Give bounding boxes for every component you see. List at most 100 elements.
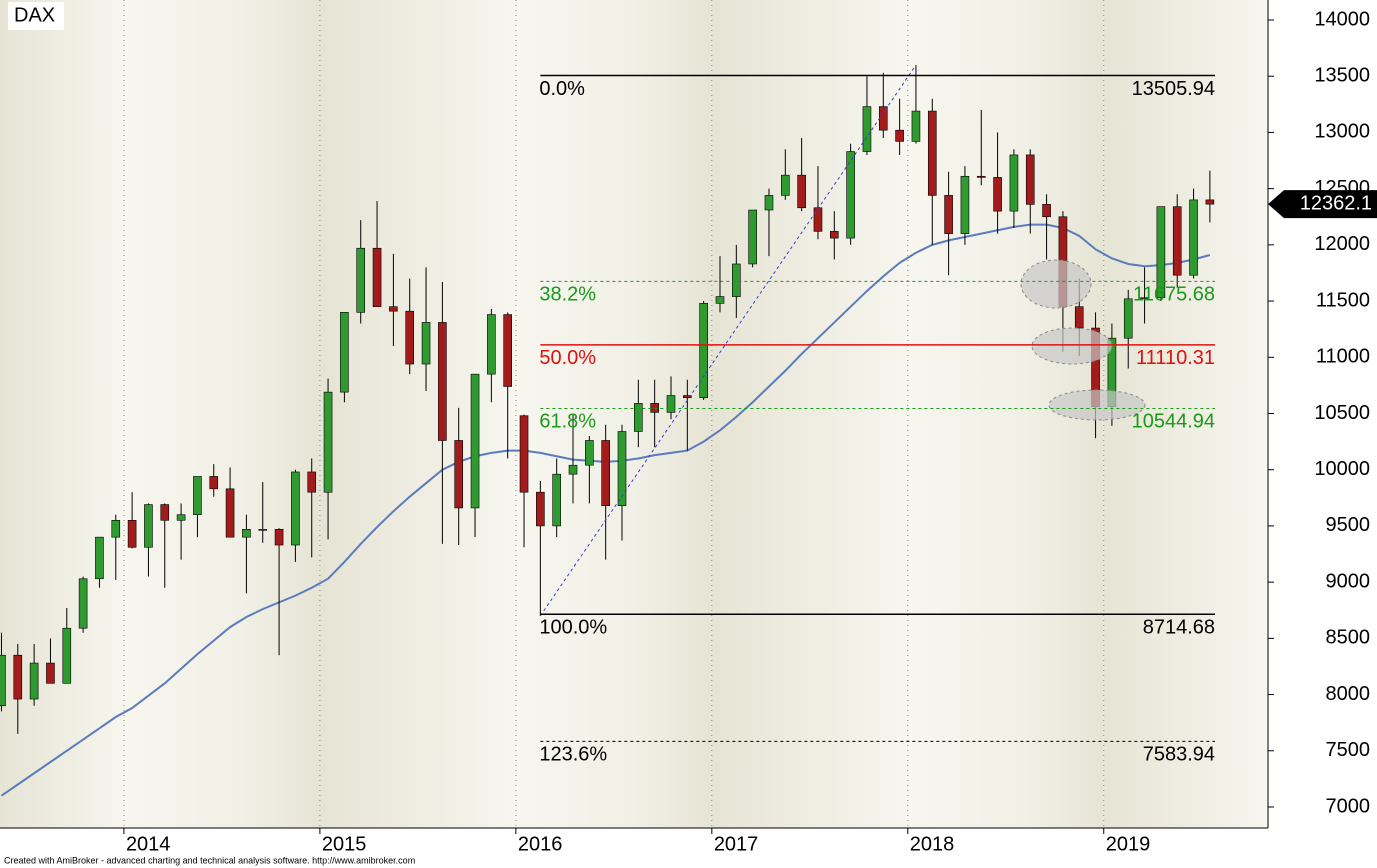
candle-body bbox=[1042, 204, 1051, 218]
candle-body bbox=[78, 578, 88, 629]
footer: Created with AmiBroker - advanced charti… bbox=[4, 855, 415, 865]
candle-body bbox=[1172, 206, 1182, 276]
candle-body bbox=[438, 322, 447, 441]
candle-body bbox=[666, 395, 676, 413]
candle-body bbox=[95, 536, 104, 580]
fib-value-label: 10544.94 bbox=[1132, 411, 1215, 433]
chart-title: DAX bbox=[14, 4, 55, 26]
candle-body bbox=[144, 504, 153, 548]
candle-body bbox=[307, 471, 317, 493]
candle-body bbox=[503, 314, 512, 387]
highlight-ellipse bbox=[1020, 259, 1092, 309]
candle-body bbox=[1025, 154, 1035, 205]
candle-body bbox=[993, 177, 1002, 212]
title-box bbox=[8, 2, 64, 30]
candle-body bbox=[487, 314, 496, 375]
highlight-ellipse bbox=[1031, 327, 1113, 365]
candle-body bbox=[748, 209, 757, 265]
y-tick-label: 10000 bbox=[1314, 458, 1370, 480]
y-tick-label: 13500 bbox=[1314, 65, 1370, 87]
x-tick-label: 2017 bbox=[714, 833, 759, 855]
y-tick-label: 10500 bbox=[1314, 402, 1370, 424]
candle-body bbox=[862, 106, 872, 152]
candle-body bbox=[193, 476, 202, 515]
year-band bbox=[319, 0, 516, 828]
candle-body bbox=[781, 174, 790, 196]
candle-body bbox=[389, 306, 398, 312]
year-band bbox=[711, 0, 908, 828]
highlight-ellipse bbox=[1048, 389, 1146, 421]
fib-value-label: 7583.94 bbox=[1143, 744, 1215, 766]
fib-value-label: 8714.68 bbox=[1143, 616, 1215, 638]
candle-body bbox=[209, 476, 219, 490]
candle-body bbox=[585, 440, 594, 466]
candle-body bbox=[356, 247, 366, 313]
overlay: 0.0% 13505.94 38.2% 11675.68 50.0% 11110.31 61… bbox=[539, 64, 1215, 766]
candle-body bbox=[46, 662, 55, 684]
fib-percent-label: 123.6% bbox=[539, 744, 607, 766]
y-tick-label: 11000 bbox=[1316, 346, 1370, 368]
candle-body bbox=[111, 519, 121, 538]
x-tick-label: 2019 bbox=[1106, 833, 1151, 855]
fib-value-label: 13505.94 bbox=[1132, 78, 1215, 100]
candle-body bbox=[601, 440, 610, 506]
candle-body bbox=[911, 110, 921, 142]
x-tick-label: 2016 bbox=[518, 833, 563, 855]
fib-percent-label: 61.8% bbox=[539, 411, 596, 433]
candle-body bbox=[242, 528, 251, 538]
candle-body bbox=[0, 654, 6, 707]
candle-body bbox=[291, 471, 300, 546]
candle-body bbox=[454, 440, 464, 509]
candle-body bbox=[634, 403, 643, 432]
candle-body bbox=[797, 174, 806, 209]
candle-body bbox=[225, 488, 235, 538]
candle-body bbox=[405, 310, 415, 365]
candle-body bbox=[519, 415, 529, 493]
candle-body bbox=[1140, 297, 1149, 300]
fib-percent-label: 38.2% bbox=[539, 284, 596, 306]
candle-body bbox=[764, 195, 774, 211]
candle-body bbox=[683, 395, 692, 399]
y-tick-label: 7500 bbox=[1326, 739, 1371, 761]
candle-body bbox=[340, 312, 349, 393]
y-tick-label: 13000 bbox=[1314, 121, 1370, 143]
fib-value-label: 11675.68 bbox=[1133, 284, 1215, 306]
year-band bbox=[515, 0, 712, 828]
x-tick-label: 2015 bbox=[322, 833, 367, 855]
last-price-label: 12362.1 bbox=[1300, 192, 1372, 214]
candle-body bbox=[976, 175, 986, 178]
y-tick-label: 9500 bbox=[1326, 514, 1371, 536]
candle-body bbox=[960, 175, 970, 234]
last-price-box bbox=[1268, 190, 1377, 219]
x-tick-label: 2014 bbox=[126, 833, 171, 855]
candle-body bbox=[846, 151, 855, 239]
fib-percent-label: 100.0% bbox=[539, 616, 607, 638]
candle-body bbox=[715, 296, 725, 304]
candle-body bbox=[160, 504, 170, 521]
candle-body bbox=[372, 247, 382, 307]
candle-body bbox=[617, 431, 627, 506]
y-tick-label: 14000 bbox=[1314, 8, 1370, 30]
y-tick-label: 8000 bbox=[1326, 683, 1371, 705]
candle-body bbox=[927, 110, 937, 196]
candle-body bbox=[650, 403, 659, 413]
candle-body bbox=[176, 514, 186, 521]
candle-body bbox=[1123, 298, 1133, 339]
y-tick-label: 12000 bbox=[1314, 233, 1370, 255]
candle-body bbox=[552, 473, 561, 527]
candle-body bbox=[1205, 199, 1215, 205]
y-tick-label: 7000 bbox=[1326, 795, 1371, 817]
candle-body bbox=[568, 464, 578, 475]
candle-body bbox=[878, 106, 888, 131]
y-tick-label: 11500 bbox=[1316, 289, 1370, 311]
candle-body bbox=[944, 195, 953, 234]
candle-body bbox=[1189, 199, 1198, 276]
candle-body bbox=[732, 263, 741, 297]
candle-body bbox=[1009, 154, 1019, 212]
candle-body bbox=[323, 391, 333, 493]
candle-body bbox=[127, 519, 137, 548]
candle-body bbox=[895, 129, 904, 142]
x-tick-label: 2018 bbox=[910, 833, 955, 855]
candle-body bbox=[813, 207, 823, 232]
